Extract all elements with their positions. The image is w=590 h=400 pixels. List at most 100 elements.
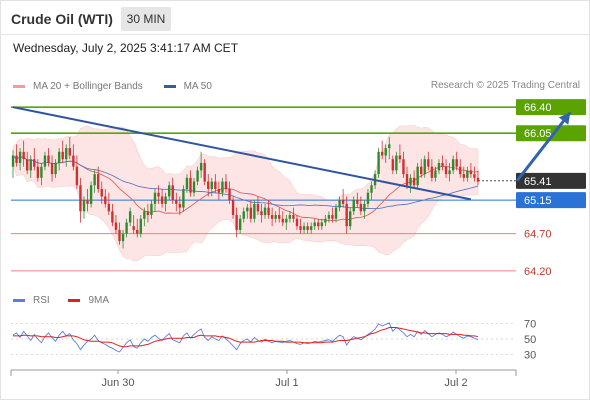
9ma-swatch [68,299,81,302]
candle-body [281,218,284,223]
candle-body [29,159,32,171]
candle-body [246,207,249,212]
candle-body [36,166,40,178]
ma50-swatch [163,85,176,88]
price-level-label-64-70: 64.70 [524,229,552,241]
candle-body [253,203,256,219]
candle-body [192,181,196,193]
candle-body [224,181,228,189]
candle-body [104,196,107,204]
candle-body [388,144,391,149]
legend-item-ma50: MA 50 [163,81,212,92]
header-divider [0,34,590,35]
candle-body [377,151,380,175]
candle-body [238,218,242,230]
legend-label-ma20: MA 20 + Bollinger Bands [33,81,143,92]
candle-body [352,200,355,212]
rsi-legend: RSI 9MA [13,294,125,306]
instrument-title: Crude Oil (WTI) [11,11,113,27]
candle-body [405,174,409,186]
candle-body [313,222,316,227]
candle-body [82,200,86,212]
price-level-tag-66-40 [516,99,586,116]
candle-body [143,211,146,219]
candle-body [292,215,295,219]
candle-body [409,177,412,186]
candle-body [196,170,199,182]
candle-body [47,155,50,163]
candle-body [302,226,306,230]
copyright-text: Research © 2025 Trading Central [430,80,580,91]
candle-body [459,166,462,175]
candle-body [86,200,89,204]
candle-body [175,200,178,204]
candle-body [412,177,416,186]
price-level-tag-65-41 [516,172,586,189]
candle-body [462,174,466,178]
candle-body [420,166,423,175]
projection-arrow-shaft [515,111,572,182]
candle-body [299,226,302,230]
price-legend: MA 20 + Bollinger Bands MA 50 [13,80,230,92]
candle-body [380,151,384,156]
candle-body [309,226,313,230]
candle-body [111,211,114,223]
candle-body [72,155,75,167]
candle-body [118,229,121,242]
candle-body [125,222,128,234]
legend-item-rsi: RSI [13,295,50,306]
ma50-line [12,155,479,210]
timeframe-button[interactable]: 30 MIN [121,7,171,31]
candle-body [324,218,327,223]
candle-body [231,200,235,216]
price-level-label-66-05: 66.05 [524,128,552,140]
candle-body [207,181,210,189]
candle-body [136,229,139,234]
candle-body [107,203,111,212]
candle-body [349,211,352,227]
candle-body [395,155,398,171]
candle-body [146,211,150,216]
candle-body [430,166,434,178]
candle-body [278,215,281,219]
candle-body [444,166,448,175]
candle-body [306,226,309,230]
candle-body [317,222,320,227]
candle-body [345,203,348,227]
legend-label-rsi: RSI [33,295,50,306]
candle-body [185,177,189,189]
candle-body [267,207,270,216]
candle-body [441,162,444,167]
candle-body [288,215,292,219]
candle-body [153,192,157,204]
candle-body [15,155,18,163]
candle-body [96,174,100,189]
candle-body [455,159,458,167]
candle-body [359,203,363,212]
candle-body [466,170,469,178]
candle-body [256,203,260,212]
candle-body [75,166,79,186]
price-level-tag-65-15 [516,192,586,209]
candle-body [427,159,430,167]
legend-label-9ma: 9MA [88,295,110,306]
candle-body [356,200,359,204]
candle-body [366,192,370,204]
candle-body [132,226,135,230]
candle-body [68,148,71,156]
candle-body [114,222,118,230]
candle-body [242,211,245,219]
projection-arrow-head [558,112,571,125]
candle-body [182,189,185,208]
candle-body [295,218,299,227]
candle-body [423,159,426,175]
candle-body [334,207,338,219]
candle-body [50,162,54,175]
candle-body [199,162,203,171]
candle-body [221,181,224,193]
candle-body [203,162,206,182]
candle-body [214,181,217,189]
candle-body [476,177,480,182]
candle-body [79,185,82,212]
